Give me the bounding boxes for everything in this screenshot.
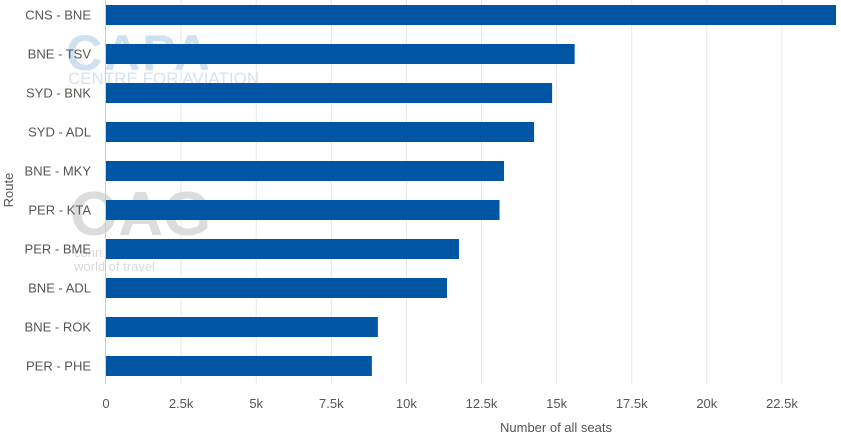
x-tick-label: 2.5k	[169, 396, 194, 411]
y-axis-tick-labels: CNS - BNE BNE - TSV SYD - BNK SYD - ADL BNE …	[25, 8, 92, 374]
bar	[106, 200, 500, 220]
bar	[106, 161, 505, 181]
y-tick-label: BNE - ROK	[25, 320, 92, 335]
x-tick-label: 20k	[696, 396, 717, 411]
x-tick-label: 22.5k	[766, 396, 798, 411]
y-tick-label: BNE - ADL	[28, 281, 91, 296]
bar	[106, 122, 535, 142]
y-tick-label: CNS - BNE	[25, 8, 91, 23]
bar	[106, 5, 836, 25]
y-tick-label: BNE - MKY	[25, 164, 92, 179]
x-axis-tick-labels: 0 2.5k 5k 7.5k 10k 12.5k 15k 17.5k 20k 22.5k	[102, 396, 798, 411]
x-tick-label: 5k	[249, 396, 263, 411]
bar	[106, 44, 575, 64]
y-tick-label: SYD - BNK	[26, 86, 91, 101]
bar	[106, 356, 372, 376]
oag-watermark-tagline-2: world of travel	[73, 259, 155, 274]
bars	[106, 5, 836, 376]
x-tick-label: 15k	[546, 396, 567, 411]
x-tick-label: 10k	[396, 396, 417, 411]
y-tick-label: PER - KTA	[28, 203, 91, 218]
x-axis-title: Number of all seats	[500, 420, 612, 435]
bar	[106, 83, 553, 103]
bar	[106, 317, 378, 337]
y-tick-label: BNE - TSV	[28, 47, 92, 62]
y-tick-label: PER - BME	[25, 242, 92, 257]
x-tick-label: 7.5k	[319, 396, 344, 411]
x-tick-label: 17.5k	[616, 396, 648, 411]
x-tick-label: 12.5k	[466, 396, 498, 411]
bar	[106, 239, 459, 259]
y-tick-label: PER - PHE	[26, 359, 91, 374]
x-tick-label: 0	[102, 396, 109, 411]
y-axis-title: Route	[1, 173, 16, 208]
bar	[106, 278, 447, 298]
y-tick-label: SYD - ADL	[28, 125, 91, 140]
oag-watermark-tagline-1: conn	[74, 245, 102, 260]
